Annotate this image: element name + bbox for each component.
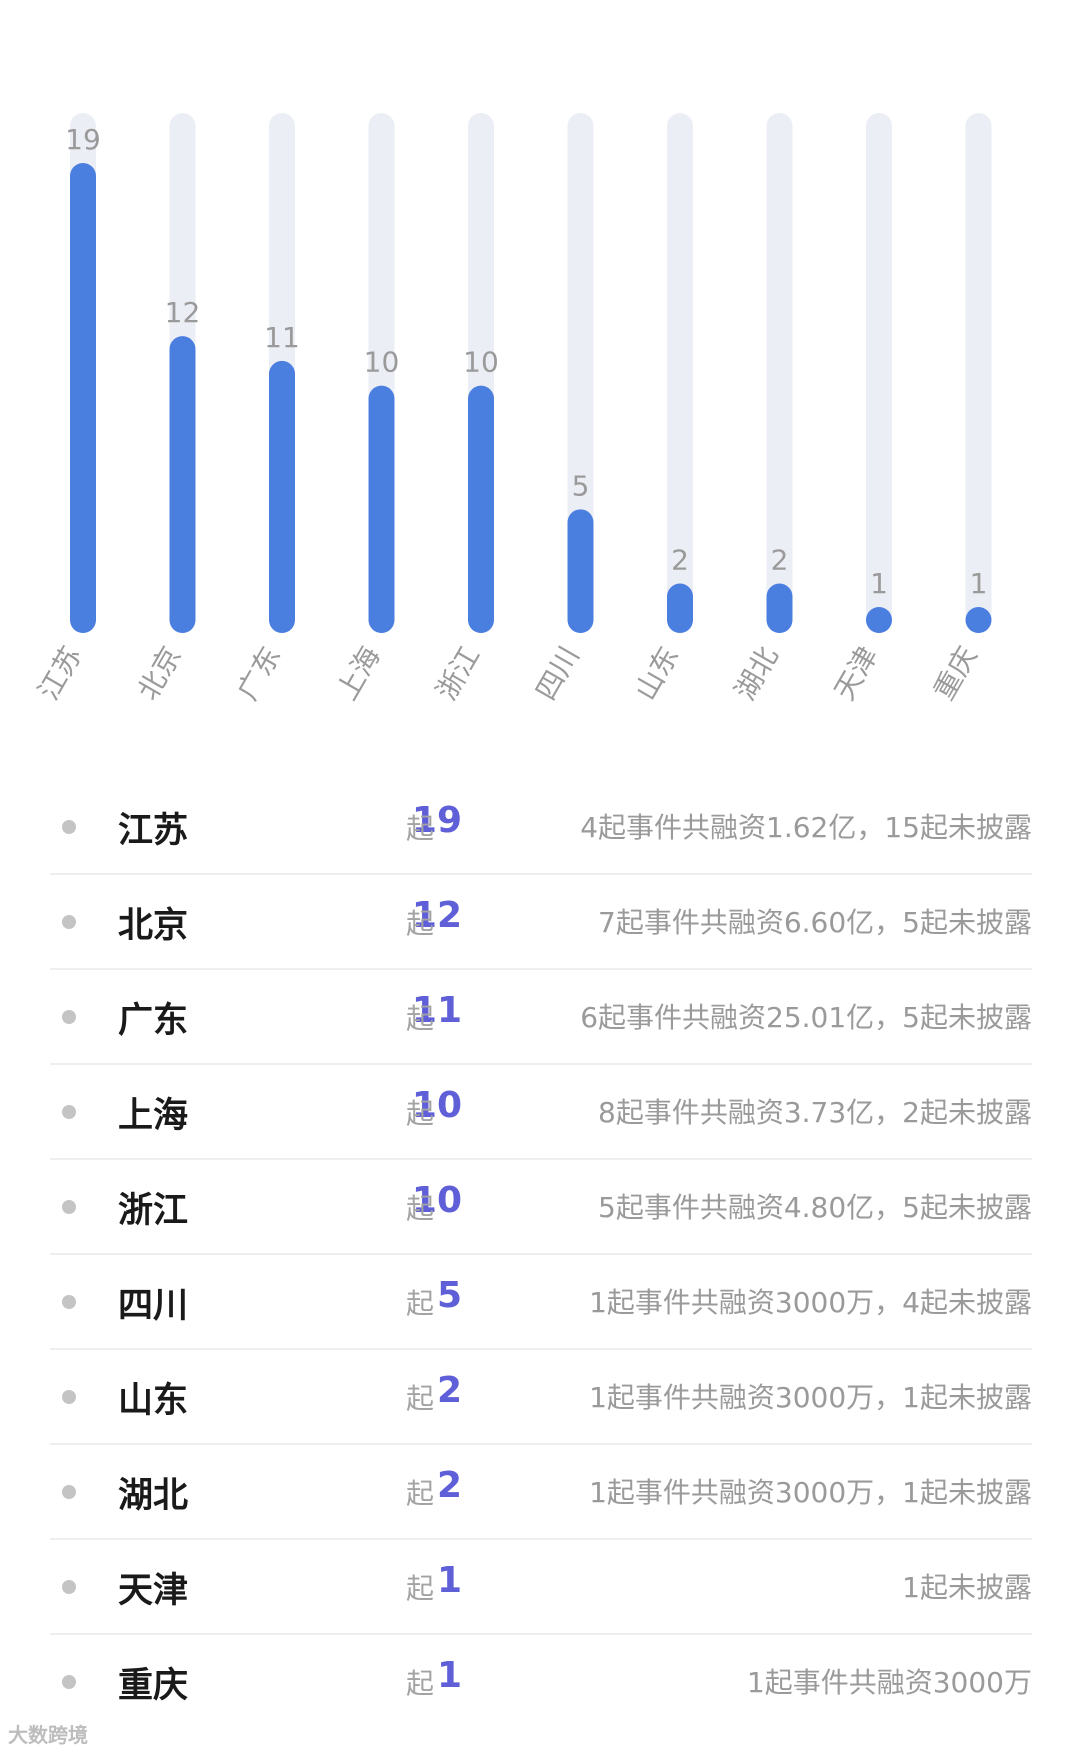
data-label: 2 <box>671 544 689 577</box>
count-unit: 起 <box>406 1572 435 1605</box>
financing-description: 6起事件共融资25.01亿，5起未披露 <box>580 1001 1032 1034</box>
province-name: 广东 <box>118 1001 189 1041</box>
bar <box>269 360 295 633</box>
bar-track <box>965 113 992 633</box>
category-label: 上海 <box>330 641 387 706</box>
bar <box>468 385 494 633</box>
data-label: 10 <box>463 346 499 379</box>
financing-description: 1起事件共融资3000万，1起未披露 <box>589 1381 1032 1414</box>
bullet-icon <box>62 820 76 834</box>
bar <box>965 607 992 633</box>
count-unit: 起 <box>406 1097 435 1130</box>
province-name: 山东 <box>118 1381 189 1421</box>
data-label: 10 <box>364 346 400 379</box>
province-name: 四川 <box>118 1286 189 1326</box>
category-label: 北京 <box>131 641 188 706</box>
bar <box>70 163 96 633</box>
table-row: 天津 1 起 1起未披露 <box>50 1540 1032 1635</box>
province-name: 天津 <box>118 1571 189 1611</box>
event-count: 11 <box>411 990 462 1031</box>
category-label: 山东 <box>629 641 686 706</box>
category-label: 四川 <box>529 641 586 706</box>
event-count: 1 <box>436 1560 462 1601</box>
count-unit: 起 <box>406 1287 435 1320</box>
category-label: 浙江 <box>430 641 487 706</box>
bar <box>368 385 395 633</box>
count-unit: 起 <box>406 1192 435 1225</box>
category-label: 江苏 <box>32 641 89 706</box>
financing-description: 1起未披露 <box>902 1571 1032 1604</box>
bar-track <box>567 113 594 633</box>
table-row: 北京 12 起 7起事件共融资6.60亿，5起未披露 <box>50 875 1032 970</box>
province-name: 上海 <box>118 1096 189 1136</box>
province-name: 江苏 <box>118 811 189 851</box>
bar-track <box>766 113 793 633</box>
data-label: 5 <box>572 469 590 502</box>
data-label: 1 <box>970 567 988 600</box>
financing-description: 7起事件共融资6.60亿，5起未披露 <box>598 906 1032 939</box>
watermark: 大数跨境 <box>8 1723 88 1747</box>
bullet-icon <box>62 915 76 929</box>
financing-description: 1起事件共融资3000万 <box>746 1666 1032 1699</box>
event-count: 2 <box>436 1465 462 1506</box>
financing-description: 1起事件共融资3000万，1起未披露 <box>589 1476 1032 1509</box>
province-name: 湖北 <box>118 1476 189 1516</box>
bar <box>169 336 196 633</box>
event-count: 10 <box>411 1180 462 1221</box>
bar <box>667 583 693 633</box>
bullet-icon <box>62 1105 76 1119</box>
event-count: 1 <box>436 1655 462 1696</box>
table-row: 山东 2 起 1起事件共融资3000万，1起未披露 <box>50 1350 1032 1445</box>
financing-description: 5起事件共融资4.80亿，5起未披露 <box>598 1191 1032 1224</box>
count-unit: 起 <box>406 1002 435 1035</box>
province-name: 北京 <box>118 906 189 946</box>
event-count: 10 <box>411 1085 462 1126</box>
financing-description: 1起事件共融资3000万，4起未披露 <box>589 1286 1032 1319</box>
province-name: 浙江 <box>118 1191 189 1231</box>
financing-description: 8起事件共融资3.73亿，2起未披露 <box>598 1096 1032 1129</box>
category-label: 重庆 <box>927 641 984 706</box>
bullet-icon <box>62 1675 76 1689</box>
category-label: 广东 <box>231 641 288 706</box>
table-row: 湖北 2 起 1起事件共融资3000万，1起未披露 <box>50 1445 1032 1540</box>
table-row: 江苏 19 起 4起事件共融资1.62亿，15起未披露 <box>50 780 1032 875</box>
bar <box>866 607 892 633</box>
bar-track <box>667 113 693 633</box>
province-table: 江苏 19 起 4起事件共融资1.62亿，15起未披露 北京 12 起 7起事件… <box>50 780 1032 1730</box>
count-unit: 起 <box>406 1667 435 1700</box>
data-label: 12 <box>165 296 201 329</box>
bullet-icon <box>62 1485 76 1499</box>
table-row: 上海 10 起 8起事件共融资3.73亿，2起未披露 <box>50 1065 1032 1160</box>
event-count: 2 <box>436 1370 462 1411</box>
count-unit: 起 <box>406 812 435 845</box>
count-unit: 起 <box>406 1477 435 1510</box>
bullet-icon <box>62 1390 76 1404</box>
table-row: 广东 11 起 6起事件共融资25.01亿，5起未披露 <box>50 970 1032 1065</box>
event-count: 5 <box>436 1275 462 1316</box>
province-name: 重庆 <box>118 1666 189 1706</box>
bar <box>766 583 793 633</box>
event-count: 19 <box>411 800 462 841</box>
bullet-icon <box>62 1010 76 1024</box>
bullet-icon <box>62 1580 76 1594</box>
data-label: 11 <box>264 321 300 354</box>
data-label: 2 <box>771 544 789 577</box>
count-unit: 起 <box>406 907 435 940</box>
table-row: 四川 5 起 1起事件共融资3000万，4起未披露 <box>50 1255 1032 1350</box>
category-label: 湖北 <box>728 641 785 706</box>
bullet-icon <box>62 1295 76 1309</box>
bar <box>567 509 594 633</box>
bar-track <box>866 113 892 633</box>
table-row: 重庆 1 起 1起事件共融资3000万 <box>50 1635 1032 1730</box>
bullet-icon <box>62 1200 76 1214</box>
count-unit: 起 <box>406 1382 435 1415</box>
table-row: 浙江 10 起 5起事件共融资4.80亿，5起未披露 <box>50 1160 1032 1255</box>
bar-chart: 19 江苏 12 北京 11 广东 10 上海 10 浙江 5 四川 2 山东 2 湖北 1 天津 1 重庆 <box>32 113 992 706</box>
financing-description: 4起事件共融资1.62亿，15起未披露 <box>580 811 1032 844</box>
category-label: 天津 <box>828 641 885 706</box>
data-label: 19 <box>65 123 101 156</box>
event-count: 12 <box>411 895 462 936</box>
data-label: 1 <box>870 567 888 600</box>
